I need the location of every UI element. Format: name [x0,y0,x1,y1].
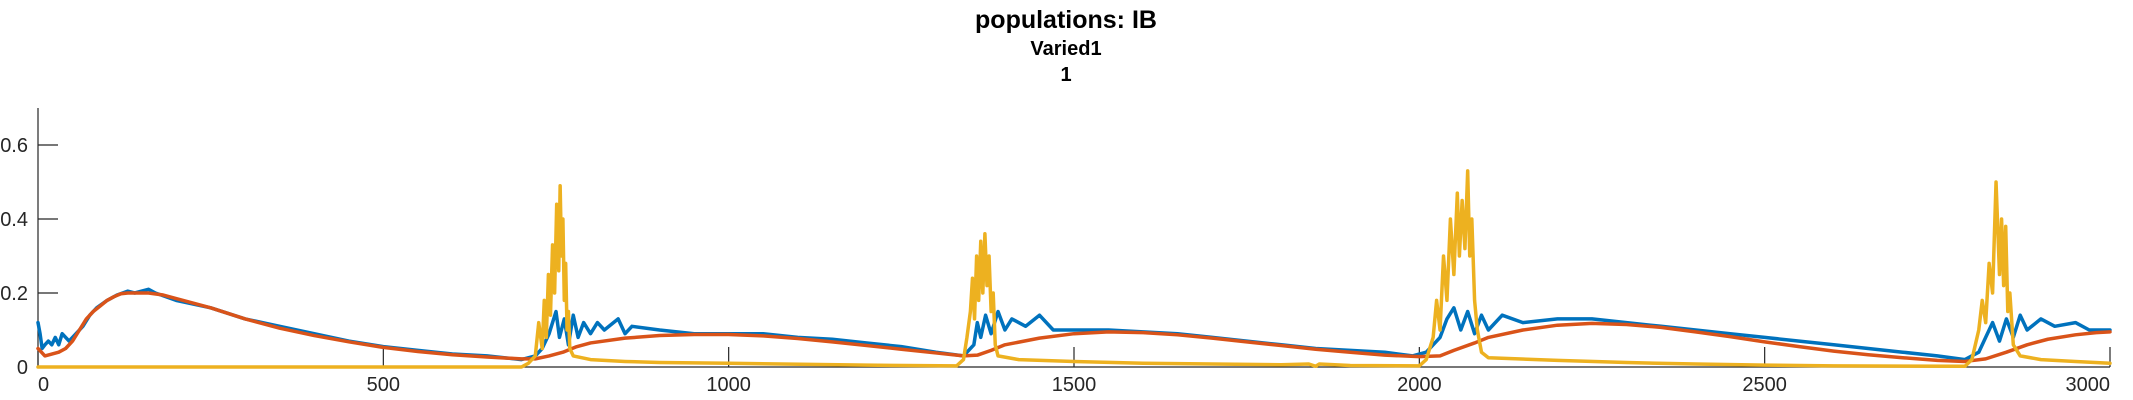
x-tick-label: 2000 [1397,374,1442,396]
series-line-2 [36,291,2112,364]
axes: 0 0.2 0.4 0.6 0 500 1000 1500 2000 2500 3000 [0,108,2111,396]
chart-subtitle: Varied1 [1030,38,1101,60]
x-tick-label: 1000 [706,374,751,396]
x-tick-label: 2500 [1742,374,1787,396]
y-tick-label: 0.2 [0,283,28,305]
y-tick-label: 0.4 [0,209,28,231]
y-tick-label: 0 [17,357,28,379]
chart-subtitle-2: 1 [1060,64,1071,86]
x-tick-label: 3000 [2066,374,2111,396]
chart-title: populations: IB [975,6,1157,34]
x-tick-label: 1500 [1052,374,1097,396]
series-line-3 [36,169,2112,369]
y-tick-label: 0.6 [0,135,28,157]
plot-lines [36,169,2112,369]
x-tick-label: 0 [38,374,49,396]
x-tick-label: 500 [367,374,400,396]
